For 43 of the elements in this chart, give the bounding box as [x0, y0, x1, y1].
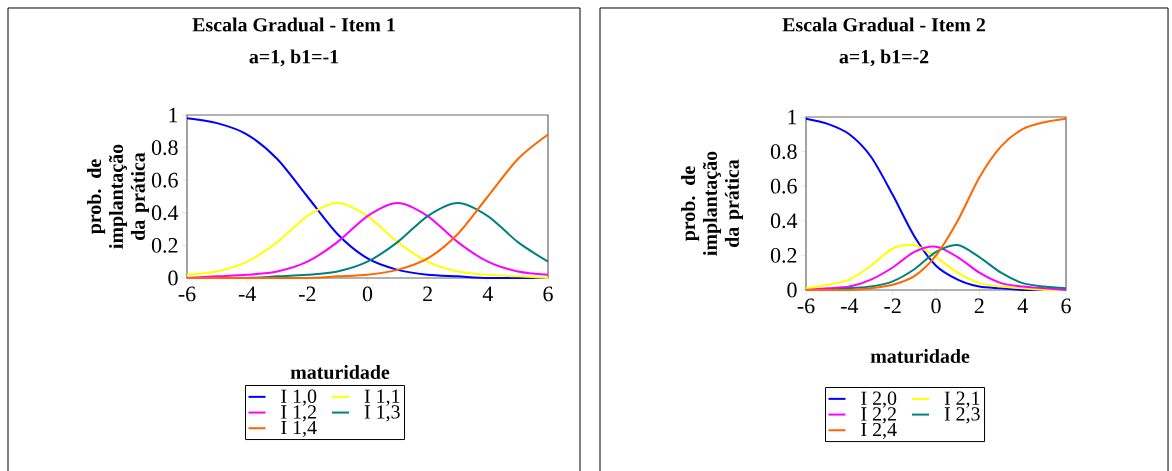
x-axis-title: maturidade: [870, 348, 970, 364]
legend-label: I 2,3: [944, 407, 980, 424]
legend-label: I 2,0: [861, 391, 897, 408]
legend-label: I 1,2: [281, 405, 316, 422]
x-tick-label: 0: [362, 286, 373, 302]
x-tick-label: 0: [931, 298, 941, 314]
x-tick-label: -4: [238, 286, 256, 301]
chart-subtitle: a=1, b1=-2: [839, 49, 929, 67]
y-tick-label: 0.6: [151, 172, 178, 188]
y-axis-title: prob. de implantação da prática: [87, 144, 149, 249]
y-axis-title: prob. de implantação da prática: [681, 151, 743, 256]
legend-label: I 2,4: [861, 422, 897, 440]
x-tick-label: -4: [841, 298, 859, 313]
y-tick-label: 0.8: [770, 144, 797, 160]
x-tick-label: -2: [299, 286, 316, 302]
y-tick-label: 0: [168, 270, 178, 286]
x-tick-label: 2: [974, 298, 984, 314]
chart-title: Escala Gradual - Item 1: [192, 17, 395, 32]
x-axis-title: maturidade: [290, 364, 390, 380]
y-tick-label: 0.2: [770, 247, 797, 263]
x-tick-label: -2: [884, 298, 901, 314]
x-tick-label: 6: [543, 286, 553, 302]
y-tick-label: 1: [788, 109, 797, 125]
x-tick-label: 2: [423, 286, 432, 302]
legend-label: I 1,4: [281, 420, 317, 438]
chart-title: Escala Gradual - Item 2: [782, 17, 985, 32]
legend-label: I 1,0: [281, 389, 317, 406]
y-tick-label: 0.4: [770, 213, 798, 229]
legend-label: I 1,1: [364, 389, 400, 406]
y-tick-label: 0.2: [151, 237, 178, 253]
legend-label: I 1,3: [364, 405, 400, 422]
x-tick-label: 4: [482, 286, 493, 301]
legend-label: I 2,1: [944, 391, 980, 408]
y-tick-label: 1: [169, 107, 178, 123]
chart-subtitle: a=1, b1=-1: [249, 49, 339, 67]
y-tick-label: 0.8: [151, 140, 178, 156]
legend-label: I 2,2: [861, 407, 896, 424]
x-tick-label: -6: [178, 286, 196, 302]
y-tick-label: 0.6: [770, 178, 797, 194]
x-tick-label: -6: [797, 298, 815, 314]
y-tick-label: 0.4: [151, 205, 179, 221]
x-tick-label: 6: [1061, 298, 1071, 314]
x-tick-label: 4: [1017, 298, 1028, 313]
